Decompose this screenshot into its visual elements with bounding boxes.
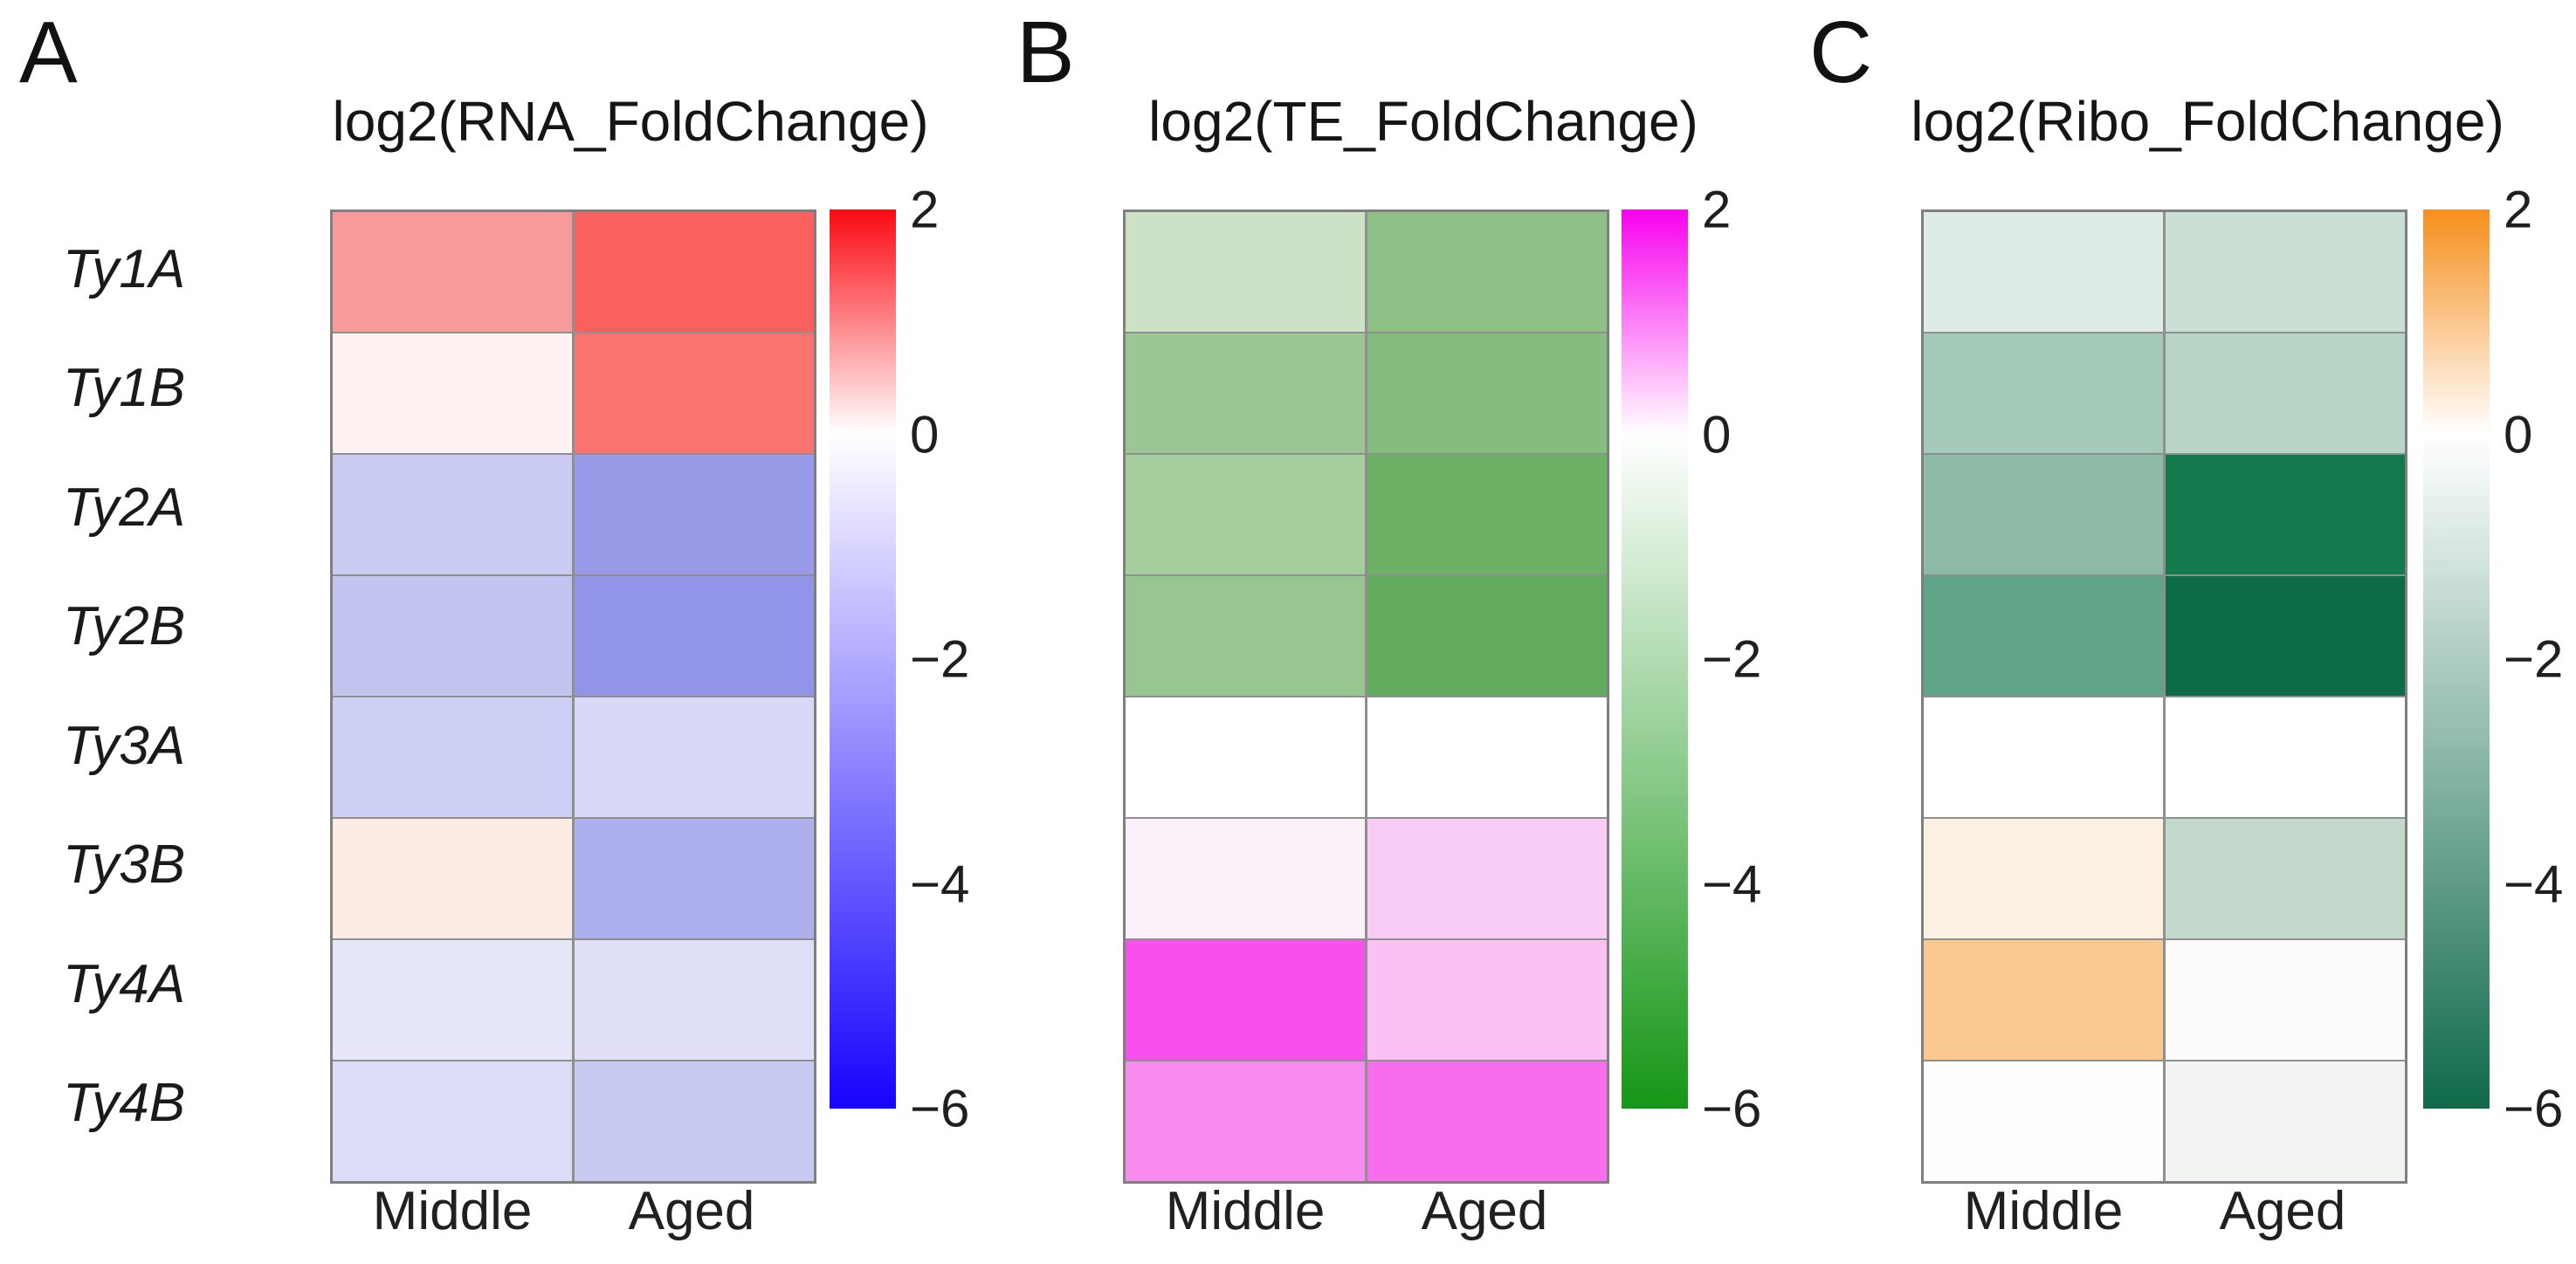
cell-ty1b-aged — [2165, 333, 2405, 453]
cell-ty1a-aged — [1367, 212, 1607, 332]
cell-ty3a-middle — [333, 697, 572, 817]
col-label-aged: Aged — [2219, 1181, 2346, 1241]
cell-ty3b-middle — [333, 819, 572, 938]
cell-ty2b-aged — [574, 576, 814, 696]
cell-ty2a-middle — [333, 455, 572, 574]
cell-ty2a-aged — [2165, 455, 2405, 574]
cell-ty4a-aged — [2165, 940, 2405, 1060]
cell-ty1a-middle — [1126, 212, 1365, 332]
cell-ty2b-aged — [1367, 576, 1607, 696]
cell-ty2b-aged — [2165, 576, 2405, 696]
heatmap-B — [1123, 210, 1609, 1184]
row-label-ty4b: Ty4B — [63, 1073, 186, 1134]
colorbar-B — [1622, 210, 1688, 1109]
cell-ty1b-aged — [574, 333, 814, 453]
colorbar-C — [2423, 210, 2490, 1109]
col-label-aged: Aged — [628, 1181, 755, 1241]
panel-letter-C: C — [1809, 3, 1873, 101]
cell-ty4a-middle — [1126, 940, 1365, 1060]
cell-ty3b-aged — [2165, 819, 2405, 938]
colorbar-tick-B-4: −6 — [1702, 1079, 1762, 1138]
cell-ty4b-middle — [1924, 1061, 2163, 1181]
colorbar-tick-C-1: 0 — [2504, 405, 2533, 464]
cell-ty1b-middle — [333, 333, 572, 453]
cell-ty4a-middle — [333, 940, 572, 1060]
cell-ty2a-aged — [1367, 455, 1607, 574]
row-label-ty4a: Ty4A — [63, 953, 186, 1014]
cell-ty2a-middle — [1924, 455, 2163, 574]
colorbar-tick-C-2: −2 — [2504, 629, 2564, 689]
panel-letter-A: A — [19, 3, 78, 101]
heatmap-A — [330, 210, 816, 1184]
cell-ty1b-middle — [1924, 333, 2163, 453]
cell-ty4a-aged — [1367, 940, 1607, 1060]
cell-ty4a-aged — [574, 940, 814, 1060]
cell-ty3a-aged — [1367, 697, 1607, 817]
colorbar-tick-C-3: −4 — [2504, 855, 2564, 913]
row-label-ty2a: Ty2A — [63, 477, 186, 538]
cell-ty1b-aged — [1367, 333, 1607, 453]
cell-ty4b-aged — [2165, 1061, 2405, 1181]
cell-ty1b-middle — [1126, 333, 1365, 453]
colorbar-A — [830, 210, 896, 1109]
row-label-ty2b: Ty2B — [63, 596, 186, 657]
cell-ty1a-aged — [574, 212, 814, 332]
colorbar-tick-B-1: 0 — [1702, 405, 1732, 464]
cell-ty3a-aged — [2165, 697, 2405, 817]
cell-ty3b-middle — [1924, 819, 2163, 938]
cell-ty4b-aged — [1367, 1061, 1607, 1181]
colorbar-tick-C-4: −6 — [2504, 1079, 2564, 1138]
cell-ty4b-middle — [1126, 1061, 1365, 1181]
colorbar-tick-C-0: 2 — [2504, 180, 2533, 239]
cell-ty3a-middle — [1924, 697, 2163, 817]
cell-ty3b-middle — [1126, 819, 1365, 938]
cell-ty4b-middle — [333, 1061, 572, 1181]
heatmap-C — [1921, 210, 2407, 1184]
cell-ty1a-middle — [1924, 212, 2163, 332]
col-label-aged: Aged — [1421, 1181, 1548, 1241]
panel-title-C: log2(Ribo_FoldChange) — [1911, 90, 2504, 153]
cell-ty2a-aged — [574, 455, 814, 574]
cell-ty2a-middle — [1126, 455, 1365, 574]
colorbar-tick-A-0: 2 — [910, 180, 940, 239]
cell-ty3a-aged — [574, 697, 814, 817]
row-label-ty3b: Ty3B — [63, 835, 186, 896]
row-label-ty3a: Ty3A — [63, 715, 186, 776]
cell-ty1a-middle — [333, 212, 572, 332]
row-label-ty1b: Ty1B — [63, 358, 186, 419]
row-label-ty1a: Ty1A — [63, 238, 186, 299]
cell-ty2b-middle — [1924, 576, 2163, 696]
col-label-middle: Middle — [1165, 1181, 1326, 1241]
col-label-middle: Middle — [1963, 1181, 2124, 1241]
colorbar-tick-B-3: −4 — [1702, 855, 1762, 913]
colorbar-tick-B-0: 2 — [1702, 180, 1732, 239]
colorbar-tick-A-3: −4 — [910, 855, 970, 913]
cell-ty3a-middle — [1126, 697, 1365, 817]
colorbar-tick-A-2: −2 — [910, 629, 970, 689]
cell-ty4b-aged — [574, 1061, 814, 1181]
colorbar-tick-A-4: −6 — [910, 1079, 970, 1138]
cell-ty3b-aged — [1367, 819, 1607, 938]
cell-ty4a-middle — [1924, 940, 2163, 1060]
cell-ty2b-middle — [1126, 576, 1365, 696]
cell-ty2b-middle — [333, 576, 572, 696]
cell-ty1a-aged — [2165, 212, 2405, 332]
cell-ty3b-aged — [574, 819, 814, 938]
colorbar-tick-A-1: 0 — [910, 405, 940, 464]
panel-title-B: log2(TE_FoldChange) — [1148, 90, 1698, 153]
panel-title-A: log2(RNA_FoldChange) — [332, 90, 929, 153]
col-label-middle: Middle — [372, 1181, 533, 1241]
panel-letter-B: B — [1016, 3, 1075, 101]
colorbar-tick-B-2: −2 — [1702, 629, 1762, 689]
